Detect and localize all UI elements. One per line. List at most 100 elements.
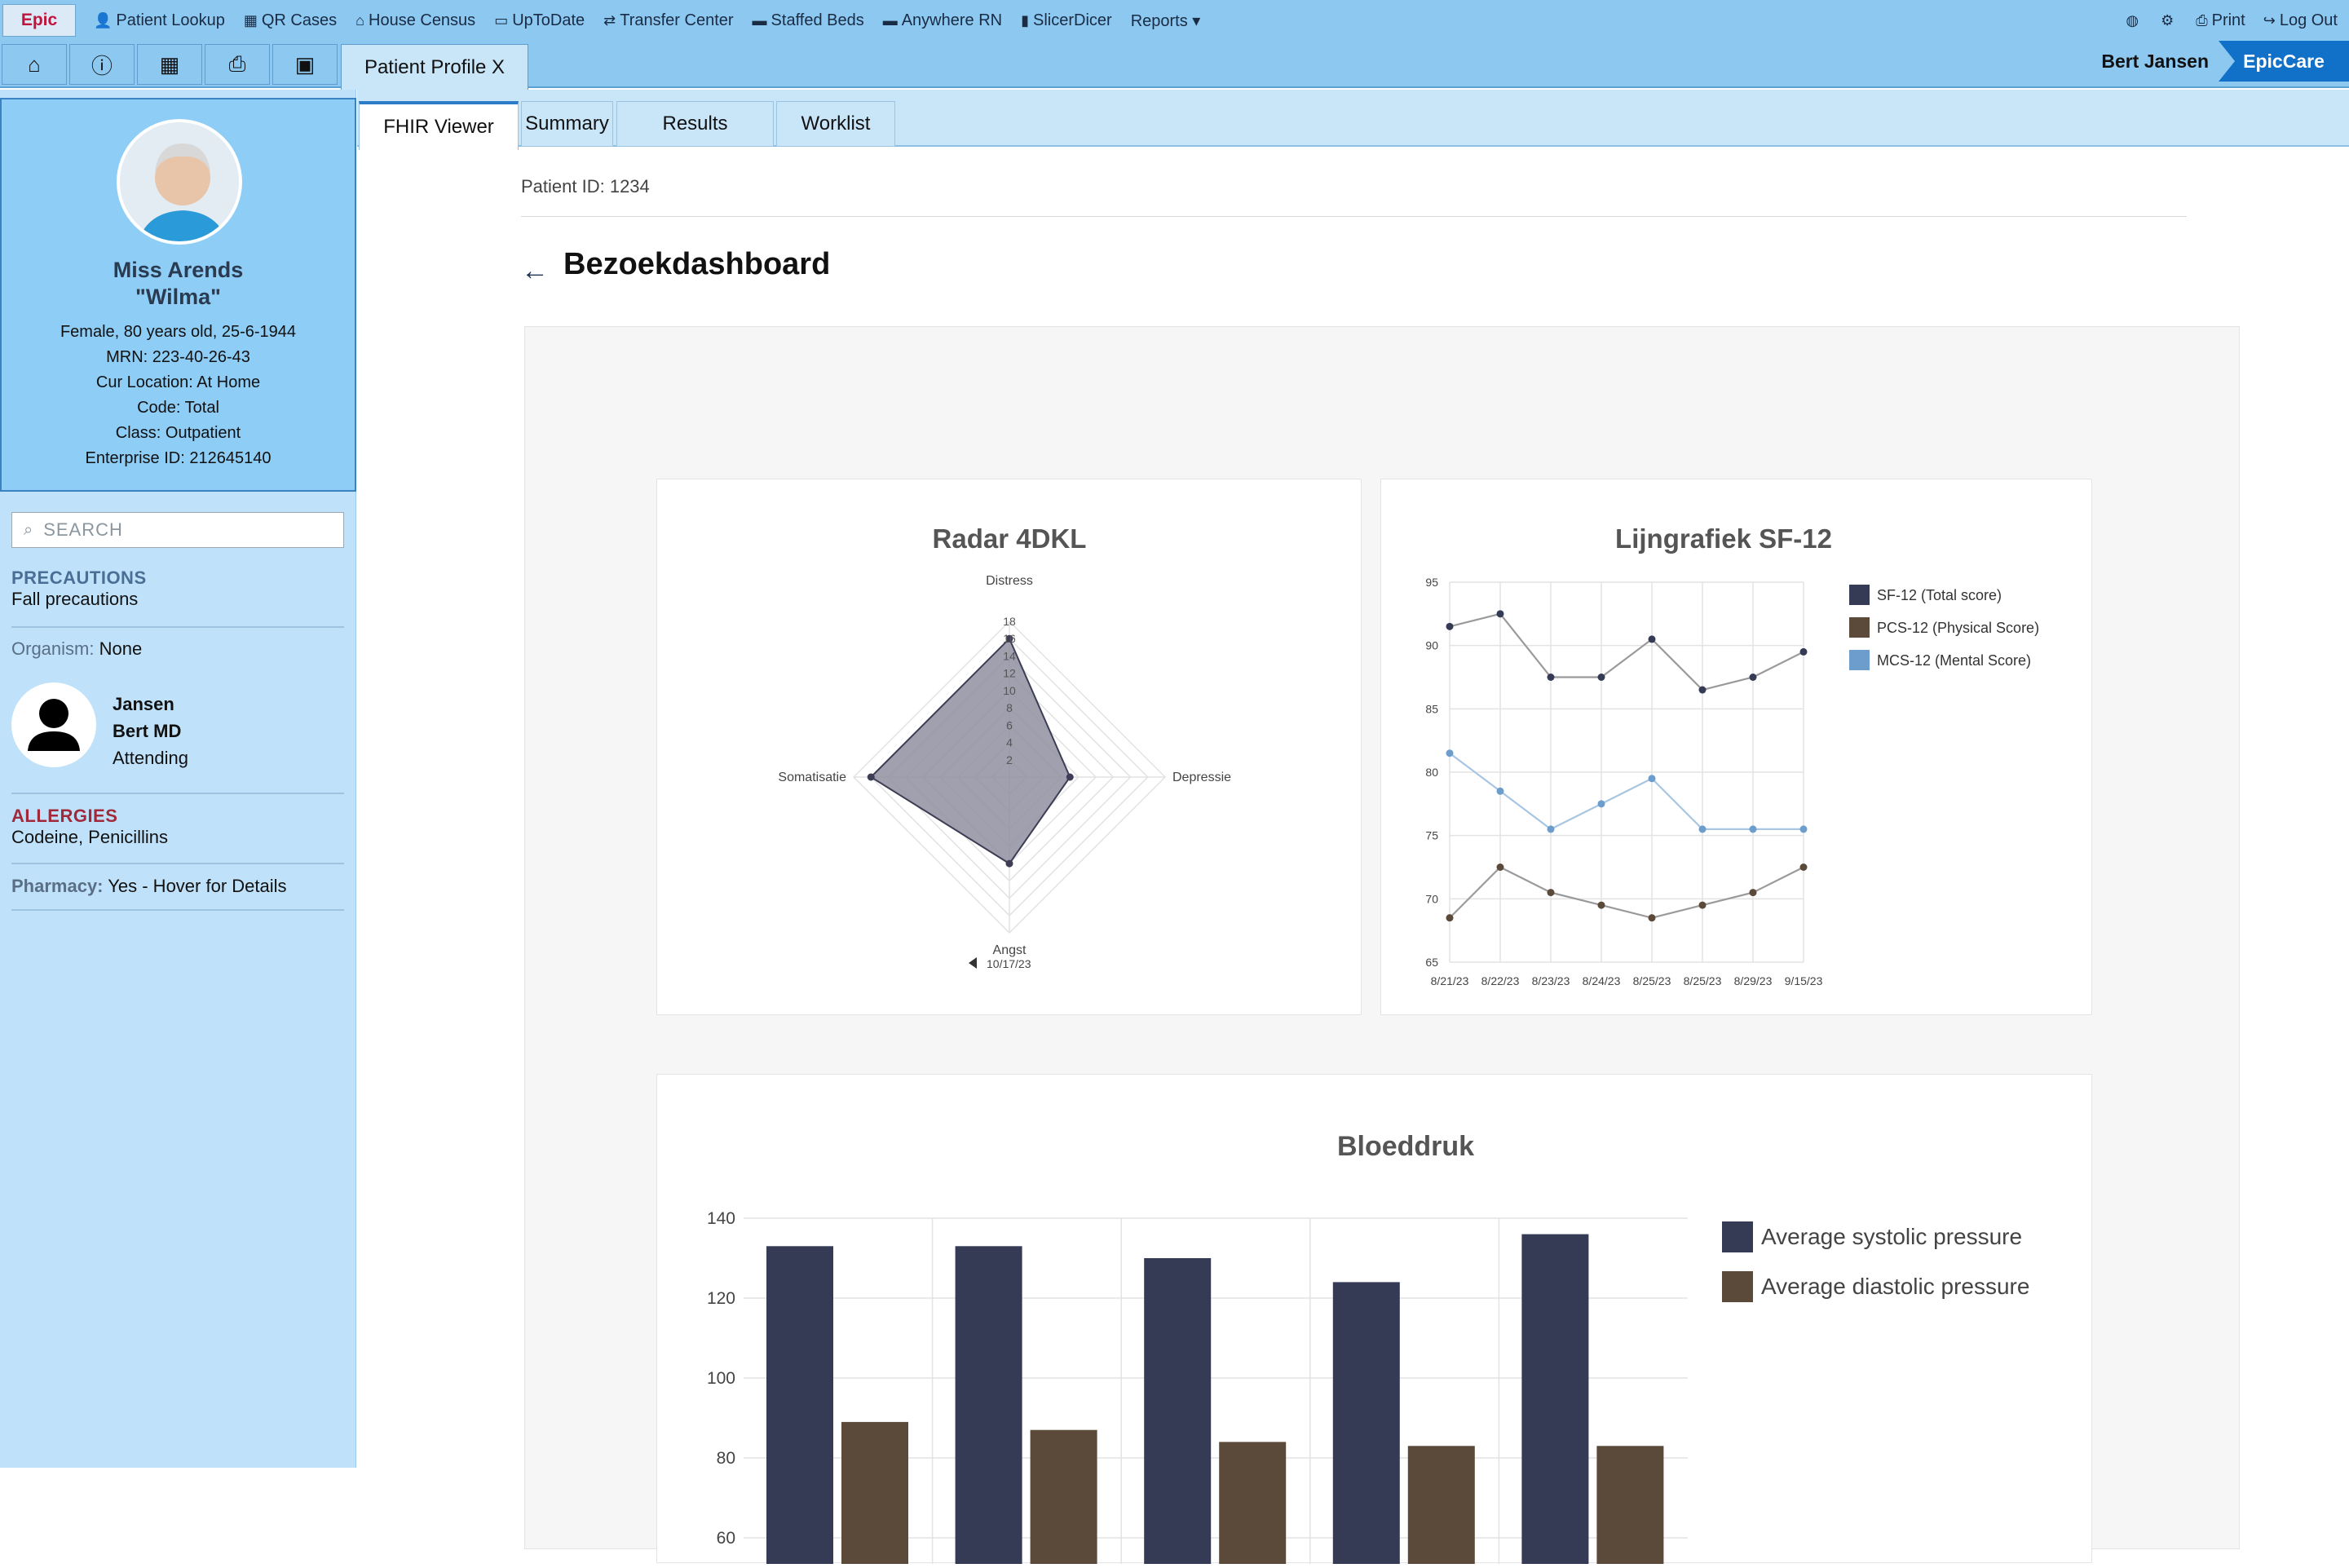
tab-summary[interactable]: Summary — [521, 101, 613, 147]
print-icon: ⎙ — [2196, 11, 2208, 29]
image-icon: ▣ — [294, 51, 316, 77]
x-tick-label: 8/25/23 — [1684, 974, 1722, 987]
x-tick-label: 8/23/23 — [1532, 974, 1570, 987]
patient-sidebar: Miss Arends "Wilma" Female, 80 years old… — [0, 90, 356, 1468]
chart-title: Radar 4DKL — [933, 523, 1087, 554]
utility-item-3[interactable]: ↪ Log Out — [2263, 11, 2338, 30]
radar-tick-label: 4 — [1006, 736, 1013, 749]
legend-swatch — [1849, 650, 1870, 670]
data-point — [1799, 864, 1808, 871]
precautions-title: PRECAUTIONS — [11, 568, 147, 588]
menu-item-7[interactable]: ▮ SlicerDicer — [1021, 11, 1112, 30]
bed-icon: ▬ — [882, 11, 898, 29]
radar-tick-label: 16 — [1003, 632, 1016, 645]
prev-date-icon[interactable] — [969, 957, 977, 969]
menu-item-6[interactable]: ▬ Anywhere RN — [883, 11, 1002, 30]
menu-item-3[interactable]: ▭ UpToDate — [494, 11, 585, 30]
print-icon: ⎙ — [228, 51, 246, 76]
line-chart-card: Lijngrafiek SF-12 65 70 75 80 85 90 95 8/21/23 8/… — [1380, 479, 2092, 1015]
utility-item-2[interactable]: ⎙ Print — [2196, 11, 2245, 30]
tab-results[interactable]: Results — [616, 101, 774, 147]
divider — [11, 793, 344, 794]
y-tick-label: 95 — [1425, 576, 1438, 589]
logout-icon: ↪ — [2263, 11, 2276, 29]
radar-chart-card: Radar 4DKL 2 4 6 8 10 12 14 16 18 Distress Depressi… — [656, 479, 1362, 1015]
allergies-value: Codeine, Penicillins — [11, 827, 168, 847]
qr-button[interactable]: ▦ — [137, 44, 202, 85]
info-icon: ⓘ — [91, 53, 113, 78]
series-line — [1449, 612, 1804, 691]
bar — [841, 1421, 908, 1568]
menu-item-4[interactable]: ⇄ Transfer Center — [603, 11, 733, 30]
pharmacy-label: Pharmacy: — [11, 876, 104, 896]
menu-item-label: Anywhere RN — [901, 11, 1003, 29]
search-icon: ⌕ — [24, 520, 34, 539]
radar-area — [869, 637, 1071, 865]
menu-item-5[interactable]: ▬ Staffed Beds — [753, 11, 864, 30]
data-point — [1496, 864, 1504, 871]
data-point — [1698, 686, 1707, 694]
patient-detail: Female, 80 years old, 25-6-1944 — [60, 323, 297, 341]
dashboard-canvas: Radar 4DKL 2 4 6 8 10 12 14 16 18 Distress Depressi… — [524, 326, 2240, 1568]
menu-item-label: UpToDate — [512, 11, 585, 29]
data-point — [1446, 622, 1454, 630]
epic-logo[interactable]: Epic — [2, 4, 76, 37]
back-arrow-icon[interactable]: ← — [521, 255, 549, 286]
legend-swatch — [1722, 1221, 1753, 1252]
chart-title: Bloeddruk — [1337, 1131, 1474, 1162]
bar — [1596, 1446, 1664, 1568]
transfer-icon: ⇄ — [603, 11, 616, 29]
search-input[interactable]: ⌕ SEARCH — [11, 512, 344, 548]
precautions-section: PRECAUTIONS Fall precautions — [11, 568, 344, 610]
pharmacy-row[interactable]: Pharmacy: Yes - Hover for Details — [11, 876, 344, 897]
radar-tick-label: 12 — [1003, 667, 1016, 680]
y-tick-label: 120 — [707, 1289, 735, 1308]
tab-fhir-viewer[interactable]: FHIR Viewer — [359, 101, 519, 150]
radar-point — [1005, 634, 1013, 643]
legend-label: MCS-12 (Mental Score) — [1877, 652, 2031, 669]
y-tick-label: 80 — [1425, 766, 1438, 779]
line-chart: Lijngrafiek SF-12 65 70 75 80 85 90 95 8/21/23 8/… — [1425, 523, 2039, 987]
tab-worklist[interactable]: Worklist — [776, 101, 895, 147]
legend-label: SF-12 (Total score) — [1877, 587, 2002, 603]
qr-icon: ▦ — [243, 11, 258, 29]
patient-detail: Cur Location: At Home — [95, 373, 261, 391]
x-tick-label: 8/29/23 — [1734, 974, 1773, 987]
organism-row: Organism: None — [11, 638, 344, 660]
patient-name-text: Miss Arends — [113, 258, 244, 282]
chart-title: Lijngrafiek SF-12 — [1615, 523, 1832, 554]
y-tick-label: 60 — [717, 1529, 735, 1548]
menu-item-0[interactable]: 👤 Patient Lookup — [94, 11, 225, 30]
content-tabs: FHIR Viewer Summary Results Worklist — [357, 90, 2349, 150]
menu-item-1[interactable]: ▦ QR Cases — [244, 11, 337, 30]
utility-menu: ◍ ⚙ ⎙ Print ↪ Log Out — [2108, 0, 2338, 41]
legend-label: Average systolic pressure — [1761, 1224, 2022, 1249]
attending-provider[interactable]: Jansen Bert MD Attending — [11, 682, 344, 768]
y-tick-label: 140 — [707, 1209, 735, 1228]
menu-item-8[interactable]: Reports ▾ — [1131, 11, 1201, 31]
bar — [1407, 1446, 1475, 1568]
search-placeholder: SEARCH — [43, 519, 123, 540]
calendar-icon: ▭ — [494, 11, 509, 29]
data-point — [1597, 800, 1605, 808]
info-button[interactable]: ⓘ — [69, 44, 135, 85]
series-line — [1449, 752, 1804, 831]
print-button[interactable]: ⎙ — [205, 44, 270, 85]
data-point — [1648, 635, 1656, 643]
patient-profile-tab[interactable]: Patient Profile X — [341, 44, 528, 90]
y-tick-label: 85 — [1425, 702, 1438, 715]
data-point — [1446, 749, 1454, 757]
radar-tick-label: 6 — [1006, 718, 1013, 731]
patient-detail: MRN: 223-40-26-43 — [106, 348, 250, 366]
home-button[interactable]: ⌂ — [2, 44, 67, 85]
utility-item-1[interactable]: ⚙ — [2161, 12, 2178, 29]
data-point — [1496, 610, 1504, 618]
legend-swatch — [1849, 585, 1870, 605]
utility-item-0[interactable]: ◍ — [2126, 12, 2143, 29]
menu-item-2[interactable]: ⌂ House Census — [355, 11, 475, 30]
patient-detail: Class: Outpatient — [115, 424, 241, 442]
data-point — [1749, 889, 1757, 897]
image-button[interactable]: ▣ — [272, 44, 338, 85]
legend-swatch — [1849, 617, 1870, 638]
bar-chart: Bloeddruk 60 80 100 120 140 Average systolic p… — [707, 1131, 2029, 1568]
